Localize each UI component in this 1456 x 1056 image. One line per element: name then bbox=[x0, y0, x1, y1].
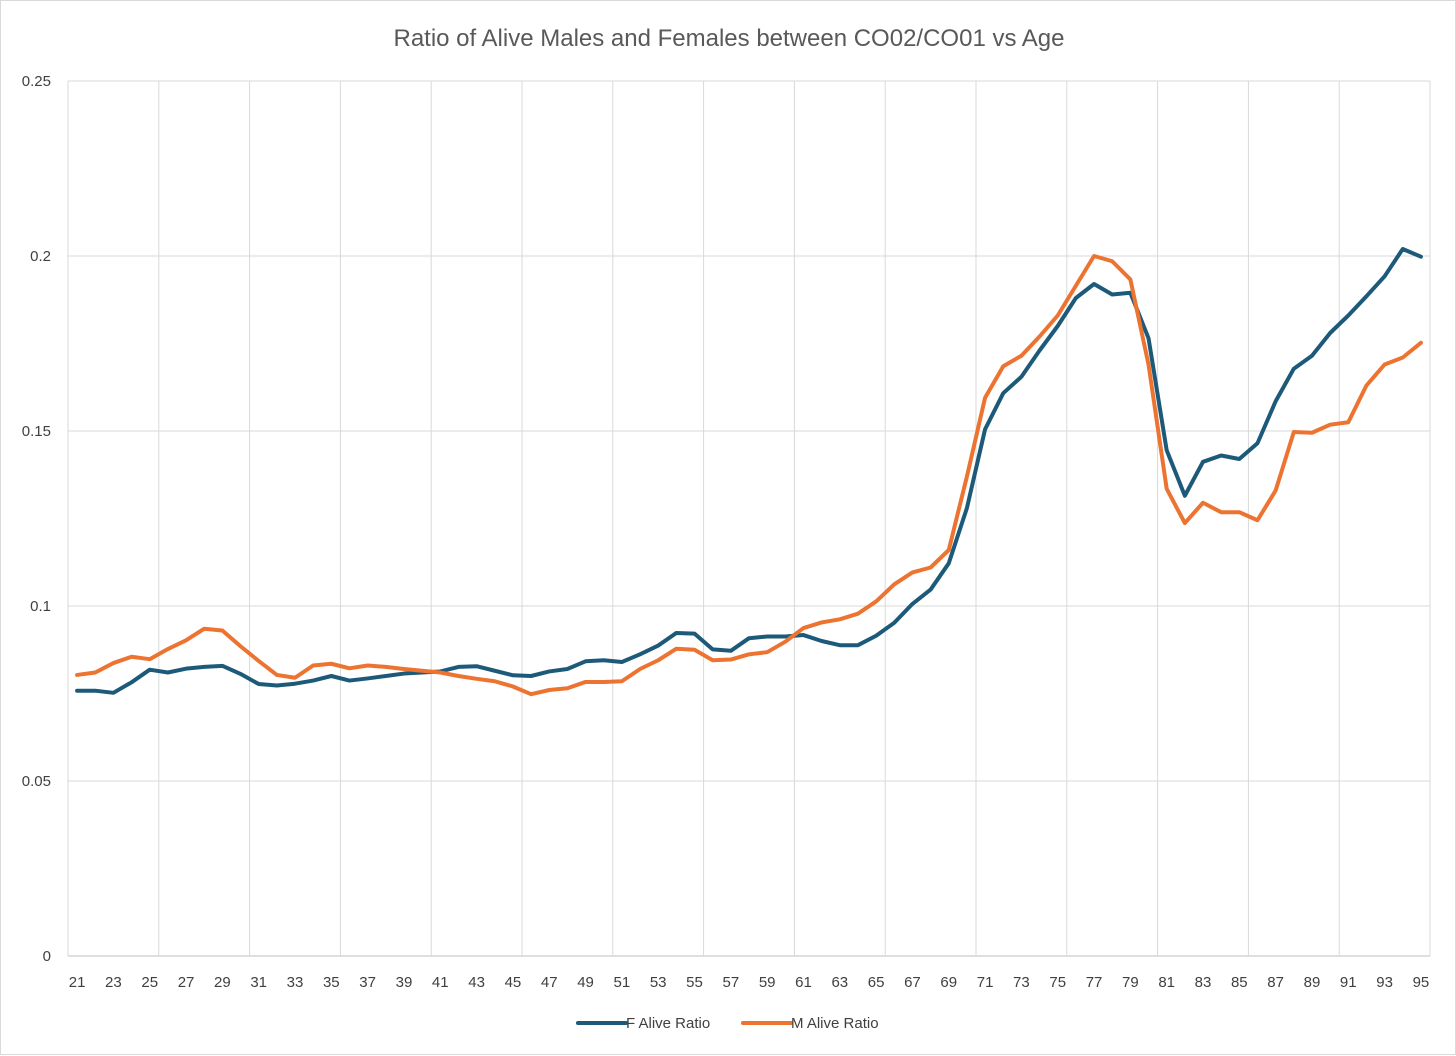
x-tick-label: 95 bbox=[1413, 974, 1430, 991]
x-tick-label: 59 bbox=[759, 974, 776, 991]
series-line-m-alive-ratio bbox=[75, 254, 1423, 697]
chart-title: Ratio of Alive Males and Females between… bbox=[393, 25, 1064, 52]
x-tick-label: 51 bbox=[614, 974, 631, 991]
legend-label: F Alive Ratio bbox=[626, 1015, 710, 1032]
legend-label: M Alive Ratio bbox=[791, 1015, 879, 1032]
x-tick-label: 81 bbox=[1158, 974, 1175, 991]
x-tick-label: 65 bbox=[868, 974, 885, 991]
y-tick-label: 0.1 bbox=[30, 598, 51, 615]
x-tick-label: 47 bbox=[541, 974, 558, 991]
x-tick-label: 79 bbox=[1122, 974, 1139, 991]
x-tick-label: 69 bbox=[940, 974, 957, 991]
x-tick-label: 61 bbox=[795, 974, 812, 991]
y-tick-label: 0.05 bbox=[22, 773, 51, 790]
y-tick-label: 0 bbox=[43, 948, 51, 965]
x-tick-label: 37 bbox=[359, 974, 376, 991]
x-tick-label: 85 bbox=[1231, 974, 1248, 991]
x-tick-label: 57 bbox=[722, 974, 739, 991]
x-tick-label: 43 bbox=[468, 974, 485, 991]
x-tick-label: 35 bbox=[323, 974, 340, 991]
x-tick-label: 27 bbox=[178, 974, 195, 991]
x-tick-label: 67 bbox=[904, 974, 921, 991]
grid bbox=[67, 80, 1431, 957]
series-line-f-alive-ratio bbox=[75, 247, 1423, 695]
x-tick-label: 55 bbox=[686, 974, 703, 991]
y-axis-ticks: 0 0.05 0.1 0.15 0.2 0.25 bbox=[22, 73, 51, 965]
x-axis-ticks: 21 23 25 27 29 31 33 35 37 39 41 43 45 47 49 51 53 55 57 59… bbox=[69, 974, 1430, 991]
y-tick-label: 0.25 bbox=[22, 73, 51, 90]
x-tick-label: 33 bbox=[287, 974, 304, 991]
x-tick-label: 45 bbox=[505, 974, 522, 991]
x-tick-label: 39 bbox=[396, 974, 413, 991]
x-tick-label: 41 bbox=[432, 974, 449, 991]
x-tick-label: 75 bbox=[1049, 974, 1066, 991]
x-tick-label: 73 bbox=[1013, 974, 1030, 991]
x-tick-label: 83 bbox=[1195, 974, 1212, 991]
x-tick-label: 49 bbox=[577, 974, 594, 991]
x-tick-label: 77 bbox=[1086, 974, 1103, 991]
x-tick-label: 63 bbox=[831, 974, 848, 991]
legend: F Alive Ratio M Alive Ratio bbox=[576, 1015, 879, 1032]
x-tick-label: 29 bbox=[214, 974, 231, 991]
y-tick-label: 0.2 bbox=[30, 248, 51, 265]
x-tick-label: 53 bbox=[650, 974, 667, 991]
x-tick-label: 89 bbox=[1304, 974, 1321, 991]
x-tick-label: 23 bbox=[105, 974, 122, 991]
x-tick-label: 71 bbox=[977, 974, 994, 991]
x-tick-label: 21 bbox=[69, 974, 86, 991]
x-tick-label: 25 bbox=[141, 974, 158, 991]
x-tick-label: 91 bbox=[1340, 974, 1357, 991]
x-tick-label: 87 bbox=[1267, 974, 1284, 991]
series-lines bbox=[75, 247, 1423, 697]
x-tick-label: 31 bbox=[250, 974, 267, 991]
x-tick-label: 93 bbox=[1376, 974, 1393, 991]
y-tick-label: 0.15 bbox=[22, 423, 51, 440]
